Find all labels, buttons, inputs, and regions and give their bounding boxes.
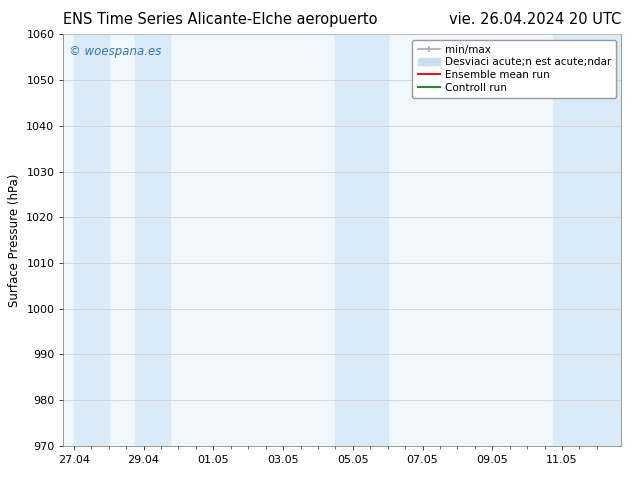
Bar [135, 34, 170, 446]
Y-axis label: Surface Pressure (hPa): Surface Pressure (hPa) [8, 173, 21, 307]
Text: ENS Time Series Alicante-Elche aeropuerto: ENS Time Series Alicante-Elche aeropuert… [63, 12, 378, 27]
Text: © woespana.es: © woespana.es [69, 45, 162, 58]
Bar [74, 34, 109, 446]
Bar [335, 34, 387, 446]
Legend: min/max, Desviaci acute;n est acute;ndar, Ensemble mean run, Controll run: min/max, Desviaci acute;n est acute;ndar… [412, 40, 616, 98]
Text: vie. 26.04.2024 20 UTC: vie. 26.04.2024 20 UTC [449, 12, 621, 27]
Bar [553, 34, 621, 446]
